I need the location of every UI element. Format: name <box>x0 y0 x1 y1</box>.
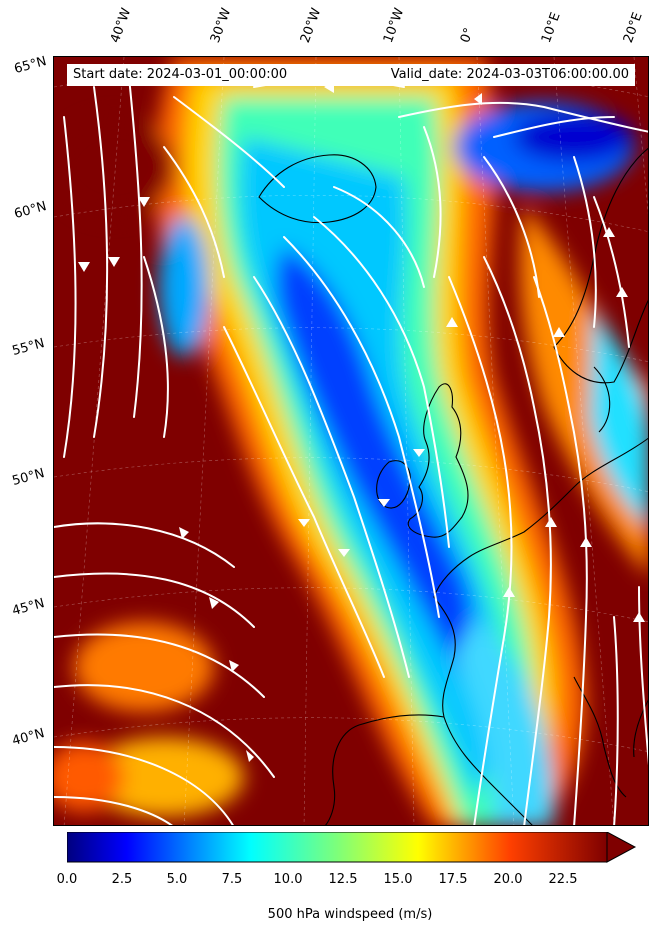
colorbar-tick: 20.0 <box>493 872 523 887</box>
lat-label-40n: 40°N <box>10 726 47 749</box>
colorbar-tick: 7.5 <box>221 872 243 887</box>
colorbar-gradient <box>67 832 608 863</box>
colorbar-tick: 2.5 <box>111 872 133 887</box>
lon-label-10w: 10°W <box>380 6 408 45</box>
wind-speed-field <box>54 57 648 825</box>
colorbar-tick: 15.0 <box>383 872 413 887</box>
coastlines <box>258 147 648 825</box>
lon-label-0: 0° <box>457 25 478 45</box>
lat-label-55n: 55°N <box>10 336 47 359</box>
lat-label-60n: 60°N <box>12 199 49 222</box>
start-date-label: Start date: 2024-03-01_00:00:00 <box>73 67 288 82</box>
lon-label-30w: 30°W <box>207 6 235 45</box>
lon-label-20w: 20°W <box>297 6 325 45</box>
streamline-arrows <box>78 81 645 762</box>
wind-speed-map <box>53 56 649 826</box>
lon-label-40w: 40°W <box>107 6 135 45</box>
date-info-box: Start date: 2024-03-01_00:00:00 Valid_da… <box>67 64 635 86</box>
lat-label-50n: 50°N <box>10 466 47 489</box>
colorbar <box>67 832 637 863</box>
colorbar-extend-arrow <box>606 832 637 863</box>
lat-label-65n: 65°N <box>12 54 49 77</box>
colorbar-label: 500 hPa windspeed (m/s) <box>267 907 433 922</box>
colorbar-tick: 17.5 <box>438 872 468 887</box>
lon-label-10e: 10°E <box>538 10 564 46</box>
colorbar-tick: 0.0 <box>56 872 78 887</box>
lon-label-20e: 20°E <box>620 10 646 46</box>
colorbar-tick: 10.0 <box>273 872 303 887</box>
lat-label-45n: 45°N <box>10 596 47 619</box>
valid-date-label: Valid_date: 2024-03-03T06:00:00.00 <box>390 67 629 82</box>
colorbar-tick: 5.0 <box>166 872 188 887</box>
colorbar-tick: 12.5 <box>328 872 358 887</box>
colorbar-tick: 22.5 <box>548 872 578 887</box>
